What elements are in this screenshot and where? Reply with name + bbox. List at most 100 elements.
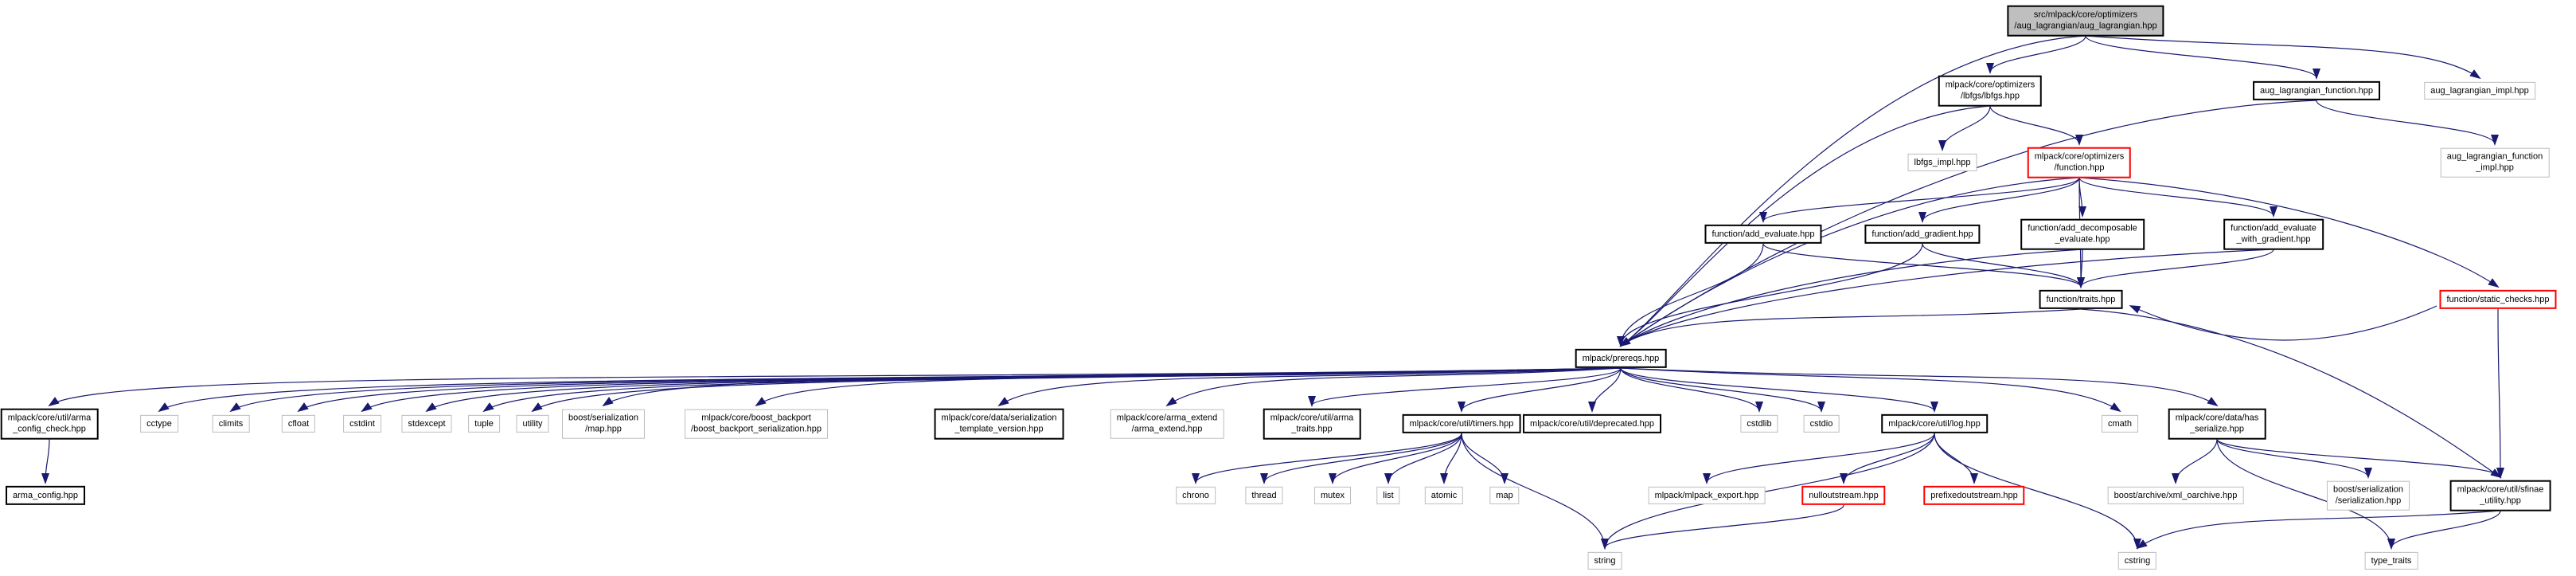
node-traits[interactable]: function/traits.hpp xyxy=(2039,289,2123,310)
node-label: mlpack/prereqs.hpp xyxy=(1582,353,1660,363)
node-cstdint: cstdint xyxy=(343,414,381,433)
edge-add_gradient-prereqs xyxy=(1617,243,1923,347)
node-prereqs[interactable]: mlpack/prereqs.hpp xyxy=(1575,348,1667,369)
edge-has_serialize-xml_oarchive xyxy=(2172,438,2218,484)
node-deprecated[interactable]: mlpack/core/util/deprecated.hpp xyxy=(1523,413,1661,434)
node-label: function/traits.hpp xyxy=(2046,294,2116,304)
node-label: arma_config.hpp xyxy=(13,490,78,500)
edge-timers-chrono xyxy=(1192,433,1462,484)
edge-prereqs-boost_backport_serialization xyxy=(755,367,1622,407)
node-timers[interactable]: mlpack/core/util/timers.hpp xyxy=(1402,413,1521,434)
node-label: mlpack/core/boost_backport /boost_backpo… xyxy=(691,413,822,434)
edge-traits-sfinae_utility xyxy=(2080,308,2502,479)
edge-prereqs-timers xyxy=(1458,367,1622,413)
node-label: string xyxy=(1594,555,1616,566)
node-function[interactable]: mlpack/core/optimizers /function.hpp xyxy=(2027,147,2132,178)
node-arma_traits[interactable]: mlpack/core/util/arma _traits.hpp xyxy=(1263,408,1361,440)
node-thread: thread xyxy=(1245,486,1283,505)
node-label: utility xyxy=(522,418,543,429)
node-prefixedoutstream[interactable]: prefixedoutstream.hpp xyxy=(1923,485,2025,506)
node-label: tuple xyxy=(474,418,494,429)
edge-nulloutstream-string xyxy=(1601,504,1844,550)
node-label: mlpack/mlpack_export.hpp xyxy=(1654,490,1759,500)
edge-prereqs-cstdlib xyxy=(1620,367,1763,413)
node-arma_config_check[interactable]: mlpack/core/util/arma _config_check.hpp xyxy=(0,408,99,440)
node-root: src/mlpack/core/optimizers /aug_lagrangi… xyxy=(2007,5,2164,37)
node-label: mlpack/core/data/serialization _template… xyxy=(941,413,1057,434)
node-add_decomposable_evaluate[interactable]: function/add_decomposable _evaluate.hpp xyxy=(2020,218,2145,250)
node-nulloutstream[interactable]: nulloutstream.hpp xyxy=(1801,485,1886,506)
edge-aug_lagrangian_function-aug_lagrangian_function_impl xyxy=(2316,100,2499,146)
node-arma_config[interactable]: arma_config.hpp xyxy=(6,485,85,506)
node-cstdlib: cstdlib xyxy=(1740,414,1778,433)
edge-log-mlpack_export xyxy=(1703,433,1935,484)
node-aug_lagrangian_function[interactable]: aug_lagrangian_function.hpp xyxy=(2253,80,2380,101)
edge-prereqs-deprecated xyxy=(1588,367,1622,413)
edge-prereqs-cmath xyxy=(1620,367,2121,413)
edge-prereqs-serialization_template_version xyxy=(997,367,1622,407)
node-label: mlpack/core/optimizers /lbfgs/lbfgs.hpp xyxy=(1945,80,2035,101)
node-serialization_template_version[interactable]: mlpack/core/data/serialization _template… xyxy=(934,408,1064,440)
edge-add_decomposable_evaluate-prereqs xyxy=(1619,249,2083,347)
node-map: map xyxy=(1489,486,1520,505)
edge-root-aug_lagrangian_impl xyxy=(2085,35,2481,80)
node-label: boost/serialization /map.hpp xyxy=(568,413,639,434)
node-label: mlpack/core/util/deprecated.hpp xyxy=(1530,418,1654,429)
node-add_gradient[interactable]: function/add_gradient.hpp xyxy=(1864,224,1981,245)
node-atomic: atomic xyxy=(1424,486,1464,505)
edge-root-prereqs xyxy=(1619,35,2086,347)
node-lbfgs_impl: lbfgs_impl.hpp xyxy=(1907,153,1977,172)
edge-function-static_checks xyxy=(2078,177,2500,288)
node-cstring: cstring xyxy=(2117,551,2157,570)
edge-log-nulloutstream xyxy=(1840,433,1935,484)
node-has_serialize[interactable]: mlpack/core/data/has _serialize.hpp xyxy=(2168,408,2266,440)
node-label: cstring xyxy=(2124,555,2151,566)
edge-function-add_evaluate xyxy=(1759,177,2080,223)
edge-prereqs-arma_config_check xyxy=(48,367,1622,407)
node-cmath: cmath xyxy=(2102,414,2138,433)
node-label: boost/serialization /serialization.hpp xyxy=(2332,484,2404,506)
node-label: aug_lagrangian_function.hpp xyxy=(2260,85,2373,96)
edge-timers-string xyxy=(1461,433,1609,550)
node-static_checks[interactable]: function/static_checks.hpp xyxy=(2439,289,2557,310)
edge-add_evaluate-traits xyxy=(1762,243,2085,288)
node-aug_lagrangian_function_impl: aug_lagrangian_function _impl.hpp xyxy=(2440,147,2550,178)
node-add_evaluate_with_gradient[interactable]: function/add_evaluate _with_gradient.hpp xyxy=(2223,218,2324,250)
edge-lbfgs-function xyxy=(1989,105,2083,146)
node-label: lbfgs_impl.hpp xyxy=(1914,157,1971,167)
edge-add_evaluate_with_gradient-prereqs xyxy=(1619,249,2274,347)
node-label: mlpack/core/optimizers /function.hpp xyxy=(2034,151,2125,173)
edge-traits-prereqs xyxy=(1619,308,2082,347)
node-label: src/mlpack/core/optimizers /aug_lagrangi… xyxy=(2014,10,2157,31)
node-label: mlpack/core/data/has _serialize.hpp xyxy=(2175,413,2259,434)
node-label: climits xyxy=(218,418,244,429)
node-label: chrono xyxy=(1182,490,1209,500)
edge-add_evaluate_with_gradient-traits xyxy=(2077,249,2274,288)
edge-prereqs-has_serialize xyxy=(1620,367,2219,407)
edge-root-aug_lagrangian_function xyxy=(2085,35,2320,80)
edge-function-prereqs xyxy=(1619,177,2080,347)
node-mutex: mutex xyxy=(1314,486,1351,505)
node-label: cstdlib xyxy=(1747,418,1772,429)
node-add_evaluate[interactable]: function/add_evaluate.hpp xyxy=(1704,224,1822,245)
node-utility: utility xyxy=(516,414,549,433)
edge-prereqs-arma_extend xyxy=(1165,367,1622,407)
edge-function-add_evaluate_with_gradient xyxy=(2078,177,2277,217)
edge-prereqs-arma_traits xyxy=(1308,367,1622,407)
node-label: atomic xyxy=(1430,490,1458,500)
node-label: mlpack/core/util/arma _traits.hpp xyxy=(1270,413,1354,434)
edge-has_serialize-boost_serialization xyxy=(2216,438,2372,479)
node-sfinae_utility[interactable]: mlpack/core/util/sfinae _utility.hpp xyxy=(2449,480,2551,511)
node-label: type_traits xyxy=(2371,555,2412,566)
node-aug_lagrangian_impl: aug_lagrangian_impl.hpp xyxy=(2424,81,2535,100)
node-cctype: cctype xyxy=(140,414,178,433)
node-stdexcept: stdexcept xyxy=(401,414,452,433)
node-cfloat: cfloat xyxy=(281,414,316,433)
edge-timers-mutex xyxy=(1329,433,1462,484)
edge-prereqs-cstdio xyxy=(1620,367,1825,413)
node-label: aug_lagrangian_impl.hpp xyxy=(2430,85,2529,96)
node-lbfgs[interactable]: mlpack/core/optimizers /lbfgs/lbfgs.hpp xyxy=(1938,75,2043,107)
node-log[interactable]: mlpack/core/util/log.hpp xyxy=(1881,413,1988,434)
node-label: cfloat xyxy=(287,418,310,429)
node-label: mlpack/core/util/log.hpp xyxy=(1888,418,1981,429)
